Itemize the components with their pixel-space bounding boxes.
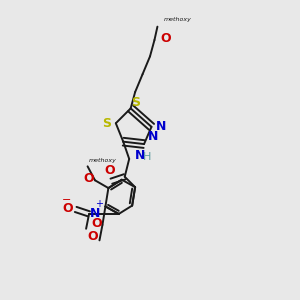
Text: N: N (148, 130, 158, 142)
Text: methoxy: methoxy (164, 17, 191, 22)
Text: N: N (135, 149, 146, 162)
Text: −: − (62, 195, 71, 205)
Text: O: O (83, 172, 94, 185)
Text: H: H (142, 152, 151, 161)
Text: S: S (102, 117, 111, 130)
Text: methoxy: methoxy (89, 158, 117, 164)
Text: N: N (90, 206, 100, 220)
Text: O: O (63, 202, 73, 215)
Text: O: O (91, 217, 102, 230)
Text: +: + (95, 200, 103, 209)
Text: O: O (160, 32, 171, 45)
Text: S: S (131, 96, 140, 109)
Text: O: O (88, 230, 98, 243)
Text: N: N (156, 120, 166, 133)
Text: O: O (105, 164, 115, 177)
